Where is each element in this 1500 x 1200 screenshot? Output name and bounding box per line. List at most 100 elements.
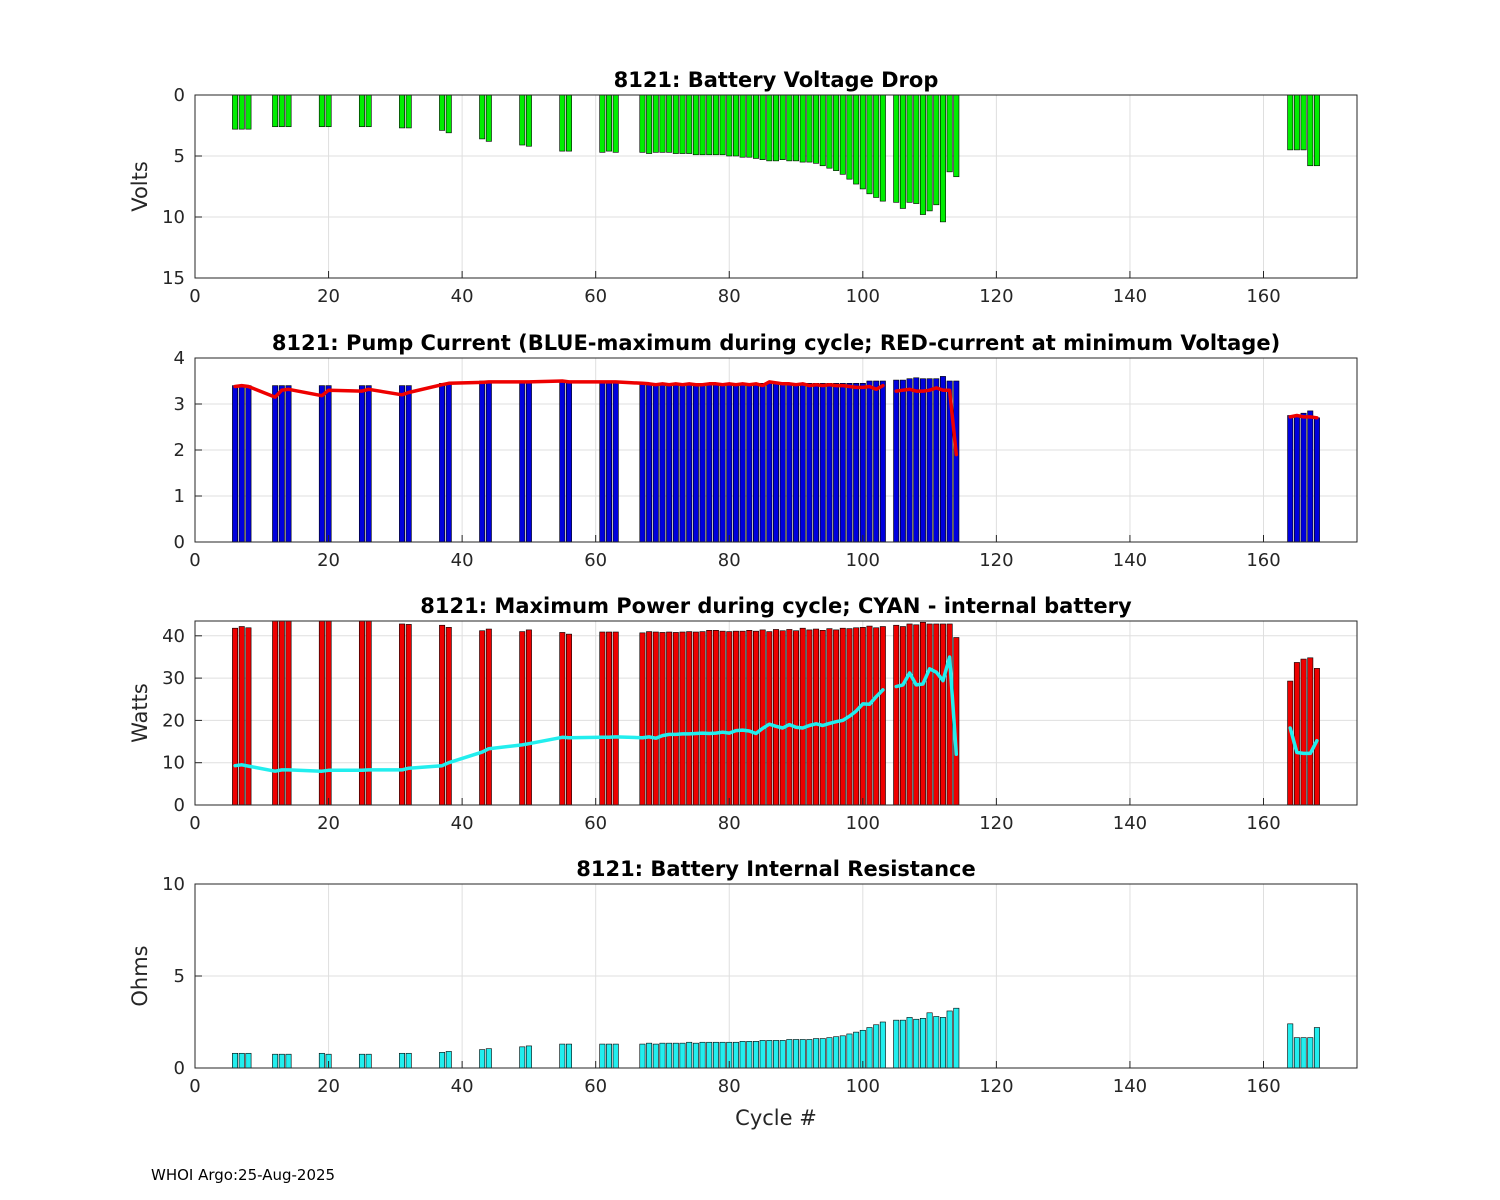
current-bar xyxy=(746,382,753,543)
power-xtick-label: 40 xyxy=(451,813,474,834)
resistance-bar xyxy=(806,1039,813,1069)
power-ytick-label: 10 xyxy=(162,753,185,774)
current-xtick-label: 160 xyxy=(1246,550,1280,571)
resistance-bar xyxy=(926,1012,933,1069)
current-bar xyxy=(399,385,405,543)
current-bar xyxy=(752,382,759,543)
power-bar xyxy=(1293,662,1300,806)
current-bar xyxy=(732,382,739,543)
power-bar xyxy=(913,624,920,806)
voltage-bar xyxy=(285,94,292,128)
power-bar xyxy=(652,631,659,806)
voltage-bar xyxy=(358,94,365,128)
current-bar xyxy=(866,380,873,543)
power-ytick-label: 0 xyxy=(174,795,185,816)
current-bar xyxy=(1293,415,1300,543)
current-bar xyxy=(599,380,606,543)
voltage-xtick-label: 80 xyxy=(718,286,741,307)
current-bar xyxy=(813,382,820,543)
power-bar xyxy=(826,628,833,806)
current-bar xyxy=(913,377,920,543)
resistance-bar xyxy=(853,1031,860,1069)
power-bar xyxy=(759,629,766,806)
resistance-chart-title: 8121: Battery Internal Resistance xyxy=(576,857,976,881)
power-bar xyxy=(933,623,940,806)
resistance-bar xyxy=(679,1042,686,1069)
current-ytick-label: 2 xyxy=(174,440,185,461)
power-bar xyxy=(686,631,693,806)
voltage-bar xyxy=(799,94,806,163)
current-bar xyxy=(692,382,699,543)
voltage-ytick-label: 10 xyxy=(162,207,185,228)
resistance-bar xyxy=(719,1041,726,1069)
power-bar xyxy=(238,626,245,806)
current-bar xyxy=(405,385,412,543)
voltage-bar xyxy=(692,94,699,156)
power-bar xyxy=(405,624,412,806)
current-bar xyxy=(699,382,706,543)
resistance-bar xyxy=(913,1018,920,1069)
power-xtick-label: 20 xyxy=(317,813,340,834)
power-bar xyxy=(318,620,325,806)
voltage-bar xyxy=(813,94,820,164)
current-bar xyxy=(833,382,840,543)
resistance-bar xyxy=(405,1052,412,1069)
resistance-xtick-label: 100 xyxy=(846,1076,880,1097)
power-bar xyxy=(939,623,946,806)
resistance-bar xyxy=(445,1051,452,1069)
voltage-bar xyxy=(659,94,666,153)
current-bar xyxy=(739,382,746,543)
current-bar xyxy=(853,382,860,543)
resistance-bar xyxy=(846,1033,853,1069)
power-bar xyxy=(793,630,800,806)
current-bar xyxy=(525,380,532,543)
current-bar xyxy=(846,382,853,543)
current-bar xyxy=(672,382,679,543)
current-bar xyxy=(712,382,719,543)
current-bar xyxy=(559,380,566,543)
power-bar xyxy=(859,627,866,806)
voltage-bar xyxy=(833,94,840,171)
voltage-bar xyxy=(759,94,766,160)
power-bar xyxy=(245,627,252,806)
current-bar xyxy=(272,385,279,543)
voltage-bar xyxy=(773,94,779,162)
power-bar xyxy=(819,630,826,806)
current-bar xyxy=(519,380,526,543)
current-bar xyxy=(1307,410,1314,543)
voltage-xtick-label: 60 xyxy=(584,286,607,307)
resistance-bar xyxy=(699,1041,706,1069)
voltage-bar xyxy=(846,94,853,180)
resistance-bar xyxy=(819,1038,826,1069)
resistance-bar xyxy=(946,1010,953,1069)
resistance-bar xyxy=(485,1048,492,1069)
voltage-xtick-label: 40 xyxy=(451,286,474,307)
voltage-xtick-label: 0 xyxy=(189,286,200,307)
resistance-bar xyxy=(746,1041,753,1069)
voltage-bar xyxy=(365,94,372,128)
power-ytick-label: 30 xyxy=(162,668,185,689)
power-bar xyxy=(559,632,566,806)
resistance-bar xyxy=(739,1041,746,1069)
power-xtick-label: 120 xyxy=(979,813,1013,834)
power-bar xyxy=(719,630,726,806)
current-bar xyxy=(859,382,866,543)
power-bar xyxy=(485,628,492,806)
resistance-xtick-label: 60 xyxy=(584,1076,607,1097)
resistance-bar xyxy=(365,1053,372,1069)
power-ylabel: Watts xyxy=(128,683,152,743)
voltage-bar xyxy=(806,94,813,163)
current-bar xyxy=(1313,417,1320,543)
current-bar xyxy=(899,379,906,543)
voltage-bar xyxy=(739,94,746,158)
current-bar xyxy=(485,380,492,543)
voltage-bar xyxy=(699,94,706,156)
resistance-bar xyxy=(358,1053,365,1069)
current-bar xyxy=(773,382,779,543)
current-bar xyxy=(806,382,813,543)
current-bar xyxy=(365,385,372,543)
voltage-bar xyxy=(779,94,786,160)
voltage-bar xyxy=(666,94,673,153)
voltage-bar xyxy=(405,94,412,129)
resistance-bar xyxy=(799,1039,806,1069)
